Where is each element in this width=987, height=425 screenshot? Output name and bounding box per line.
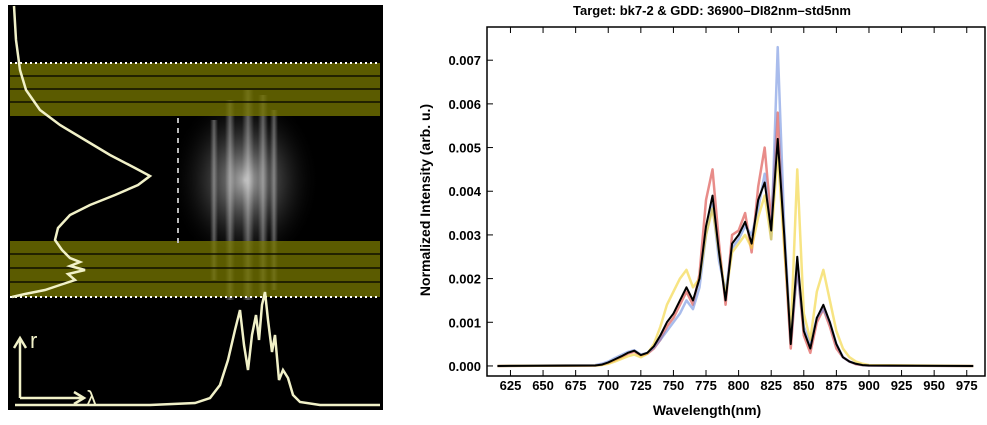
x-tick-label: 950 xyxy=(923,378,945,393)
x-tick-label: 850 xyxy=(793,378,815,393)
x-tick-label: 675 xyxy=(565,378,587,393)
radial-profile xyxy=(11,5,153,299)
y-tick-label: 0.002 xyxy=(448,272,481,287)
y-tick-label: 0.003 xyxy=(448,228,481,243)
spectrum-line xyxy=(497,45,974,368)
y-tick-label: 0.006 xyxy=(448,97,481,112)
y-axis-title: Normalized Intensity (arb. u.) xyxy=(417,104,433,296)
x-axis-title: Wavelength(nm) xyxy=(653,402,761,418)
lambda-label: λ xyxy=(86,386,97,411)
y-tick-label: 0.007 xyxy=(448,53,481,68)
x-tick-label: 700 xyxy=(597,378,619,393)
x-tick-label: 825 xyxy=(760,378,782,393)
x-tick-label: 800 xyxy=(728,378,750,393)
x-tick-label: 900 xyxy=(858,378,880,393)
x-tick-label: 750 xyxy=(663,378,685,393)
camera-image-panel: r λ xyxy=(8,5,383,411)
chart-title: Target: bk7-2 & GDD: 36900–DI82nm–std5nm xyxy=(573,3,851,18)
spectrum-line xyxy=(497,111,974,368)
y-tick-label: 0.001 xyxy=(448,315,481,330)
axes-arrows xyxy=(12,335,87,406)
spectrum-line xyxy=(497,137,974,367)
x-tick-label: 875 xyxy=(826,378,848,393)
x-tick-label: 925 xyxy=(891,378,913,393)
x-tick-label: 975 xyxy=(956,378,978,393)
x-tick-label: 775 xyxy=(695,378,717,393)
x-tick-label: 625 xyxy=(500,378,522,393)
spectrum-line xyxy=(497,150,974,368)
dotted-limits xyxy=(10,62,380,298)
spectral-profile xyxy=(15,291,380,407)
x-tick-label: 650 xyxy=(532,378,554,393)
y-tick-label: 0.000 xyxy=(448,359,481,374)
r-label: r xyxy=(30,328,37,353)
plot-lines xyxy=(497,45,974,368)
y-tick-label: 0.004 xyxy=(448,184,481,199)
plot-frame xyxy=(486,26,986,377)
x-tick-label: 725 xyxy=(630,378,652,393)
y-tick-label: 0.005 xyxy=(448,141,481,156)
